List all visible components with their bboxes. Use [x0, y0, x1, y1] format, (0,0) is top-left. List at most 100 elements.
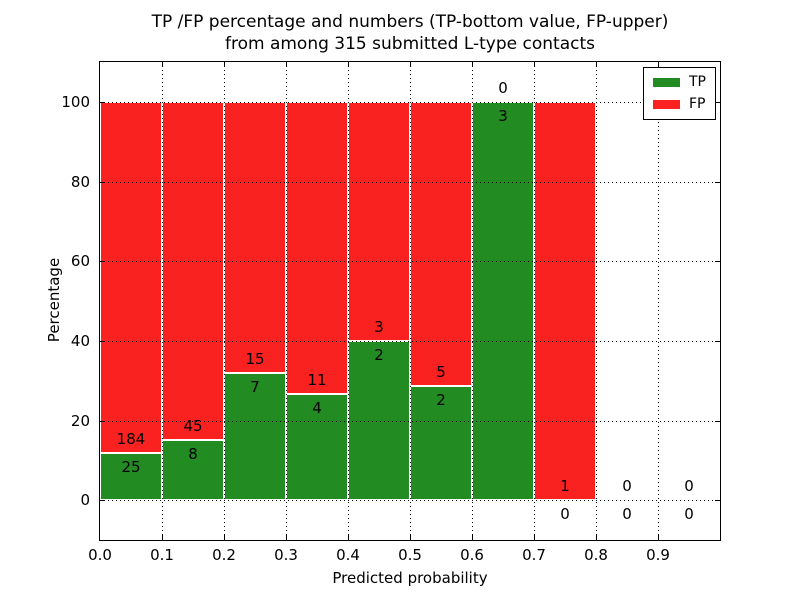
- vertical-gridline: [162, 62, 163, 540]
- fp-count-label: 15: [245, 350, 265, 369]
- tp-bar-segment: [100, 452, 162, 501]
- y-tick-label: 0: [80, 491, 90, 510]
- x-tick-label: 0.5: [398, 546, 422, 564]
- x-tick-label: 0.2: [212, 546, 236, 564]
- x-axis-label: Predicted probability: [332, 569, 488, 587]
- x-tick-mark: [410, 535, 411, 540]
- tp-bar-segment: [472, 101, 534, 501]
- tp-count-label: 2: [436, 391, 446, 410]
- y-tick-mark: [100, 420, 105, 422]
- y-tick-mark: [100, 340, 105, 342]
- tp-count-label: 0: [684, 505, 694, 524]
- tp-bar-segment: [286, 393, 348, 501]
- x-tick-mark: [348, 62, 349, 67]
- x-tick-mark: [596, 535, 597, 540]
- x-tick-label: 0.0: [88, 546, 112, 564]
- x-tick-mark: [162, 535, 163, 540]
- x-tick-label: 0.6: [460, 546, 484, 564]
- fp-bar-segment: [224, 101, 286, 374]
- x-tick-mark: [348, 535, 349, 540]
- fp-count-label: 5: [436, 363, 446, 382]
- x-tick-mark: [472, 535, 473, 540]
- x-tick-mark: [224, 535, 225, 540]
- chart-title-line2: from among 315 submitted L-type contacts: [224, 34, 595, 54]
- x-tick-label: 0.1: [150, 546, 174, 564]
- chart-title: TP /FP percentage and numbers (TP-bottom…: [90, 11, 730, 55]
- x-tick-mark: [472, 62, 473, 67]
- fp-count-label: 0: [684, 477, 694, 496]
- tp-count-label: 3: [498, 106, 508, 125]
- fp-count-label: 11: [307, 370, 327, 389]
- tp-count-label: 7: [250, 378, 260, 397]
- y-tick-label: 20: [70, 411, 90, 430]
- x-tick-mark: [534, 62, 535, 67]
- y-tick-label: 60: [70, 252, 90, 271]
- tp-bar-segment: [224, 373, 286, 501]
- y-tick-label: 80: [70, 172, 90, 191]
- y-tick-mark: [100, 261, 105, 263]
- vertical-gridline: [286, 62, 287, 540]
- fp-count-label: 45: [183, 417, 203, 436]
- tp-count-label: 0: [622, 505, 632, 524]
- legend: TP FP: [643, 67, 716, 120]
- fp-count-label: 1: [560, 477, 570, 496]
- x-tick-label: 0.9: [646, 546, 670, 564]
- y-tick-mark: [100, 101, 105, 103]
- x-tick-label: 0.8: [584, 546, 608, 564]
- fp-count-label: 0: [622, 477, 632, 496]
- vertical-gridline: [410, 62, 411, 540]
- legend-item-tp: TP: [653, 75, 706, 90]
- x-tick-mark: [286, 535, 287, 540]
- x-tick-mark: [596, 62, 597, 67]
- fp-count-label: 0: [498, 78, 508, 97]
- x-tick-mark: [162, 62, 163, 67]
- y-tick-mark: [715, 261, 720, 263]
- vertical-gridline: [224, 62, 225, 540]
- x-tick-mark: [658, 535, 659, 540]
- fp-bar-segment: [348, 101, 410, 341]
- vertical-gridline: [472, 62, 473, 540]
- y-tick-mark: [715, 500, 720, 502]
- x-tick-mark: [286, 62, 287, 67]
- y-tick-mark: [715, 101, 720, 103]
- fp-bar-segment: [100, 101, 162, 453]
- plot-area: TP FP 184 25 45 8 15 7 11 4 3 2 5 2 0 3 1 0 0 0 0 0: [99, 61, 721, 541]
- y-tick-label: 40: [70, 331, 90, 350]
- fp-bar-segment: [162, 101, 224, 441]
- fp-count-label: 3: [374, 317, 384, 336]
- x-tick-label: 0.4: [336, 546, 360, 564]
- x-tick-mark: [658, 62, 659, 67]
- fp-bar-segment: [534, 101, 596, 501]
- y-tick-mark: [715, 181, 720, 183]
- tp-count-label: 0: [560, 505, 570, 524]
- y-tick-mark: [715, 340, 720, 342]
- x-tick-mark: [410, 62, 411, 67]
- fp-legend-label: FP: [689, 96, 706, 112]
- y-tick-mark: [100, 181, 105, 183]
- y-tick-label: 100: [61, 92, 90, 111]
- fp-bar-segment: [410, 101, 472, 387]
- y-tick-mark: [715, 420, 720, 422]
- tp-count-label: 25: [121, 457, 141, 476]
- y-axis-label: Percentage: [45, 257, 63, 343]
- fp-count-label: 184: [116, 429, 146, 448]
- fp-bar-segment: [286, 101, 348, 394]
- chart-title-line1: TP /FP percentage and numbers (TP-bottom…: [151, 12, 669, 32]
- x-tick-label: 0.7: [522, 546, 546, 564]
- tp-bar-segment: [348, 340, 410, 501]
- vertical-gridline: [596, 62, 597, 540]
- x-tick-mark: [534, 535, 535, 540]
- tp-legend-swatch: [653, 78, 680, 87]
- tp-count-label: 8: [188, 445, 198, 464]
- y-tick-mark: [100, 500, 105, 502]
- tp-count-label: 4: [312, 398, 322, 417]
- x-tick-mark: [224, 62, 225, 67]
- x-tick-label: 0.3: [274, 546, 298, 564]
- tp-bar-segment: [162, 440, 224, 501]
- vertical-gridline: [658, 62, 659, 540]
- vertical-gridline: [534, 62, 535, 540]
- vertical-gridline: [348, 62, 349, 540]
- tp-count-label: 2: [374, 345, 384, 364]
- legend-item-fp: FP: [653, 97, 706, 112]
